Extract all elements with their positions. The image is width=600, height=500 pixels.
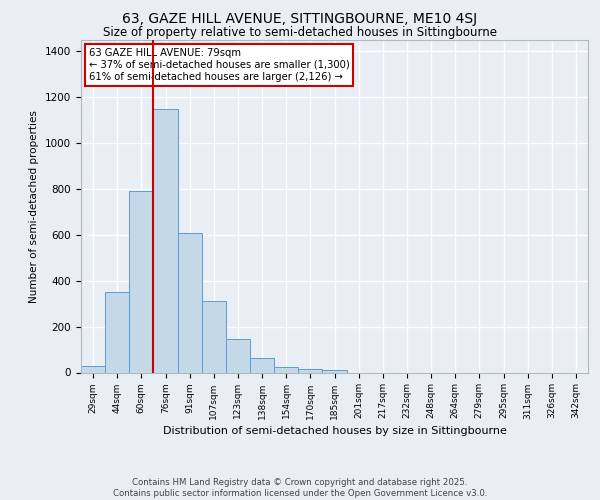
Text: Contains HM Land Registry data © Crown copyright and database right 2025.
Contai: Contains HM Land Registry data © Crown c… bbox=[113, 478, 487, 498]
Bar bbox=[105, 292, 129, 372]
Text: Size of property relative to semi-detached houses in Sittingbourne: Size of property relative to semi-detach… bbox=[103, 26, 497, 39]
Bar bbox=[274, 367, 298, 372]
Bar bbox=[129, 192, 154, 372]
Bar bbox=[226, 339, 250, 372]
Bar bbox=[81, 366, 105, 372]
X-axis label: Distribution of semi-detached houses by size in Sittingbourne: Distribution of semi-detached houses by … bbox=[163, 426, 506, 436]
Bar bbox=[202, 302, 226, 372]
Y-axis label: Number of semi-detached properties: Number of semi-detached properties bbox=[29, 110, 40, 302]
Bar bbox=[298, 369, 322, 372]
Bar bbox=[322, 370, 347, 372]
Text: 63, GAZE HILL AVENUE, SITTINGBOURNE, ME10 4SJ: 63, GAZE HILL AVENUE, SITTINGBOURNE, ME1… bbox=[122, 12, 478, 26]
Bar bbox=[250, 358, 274, 372]
Bar bbox=[178, 232, 202, 372]
Bar bbox=[154, 109, 178, 372]
Text: 63 GAZE HILL AVENUE: 79sqm
← 37% of semi-detached houses are smaller (1,300)
61%: 63 GAZE HILL AVENUE: 79sqm ← 37% of semi… bbox=[89, 48, 349, 82]
